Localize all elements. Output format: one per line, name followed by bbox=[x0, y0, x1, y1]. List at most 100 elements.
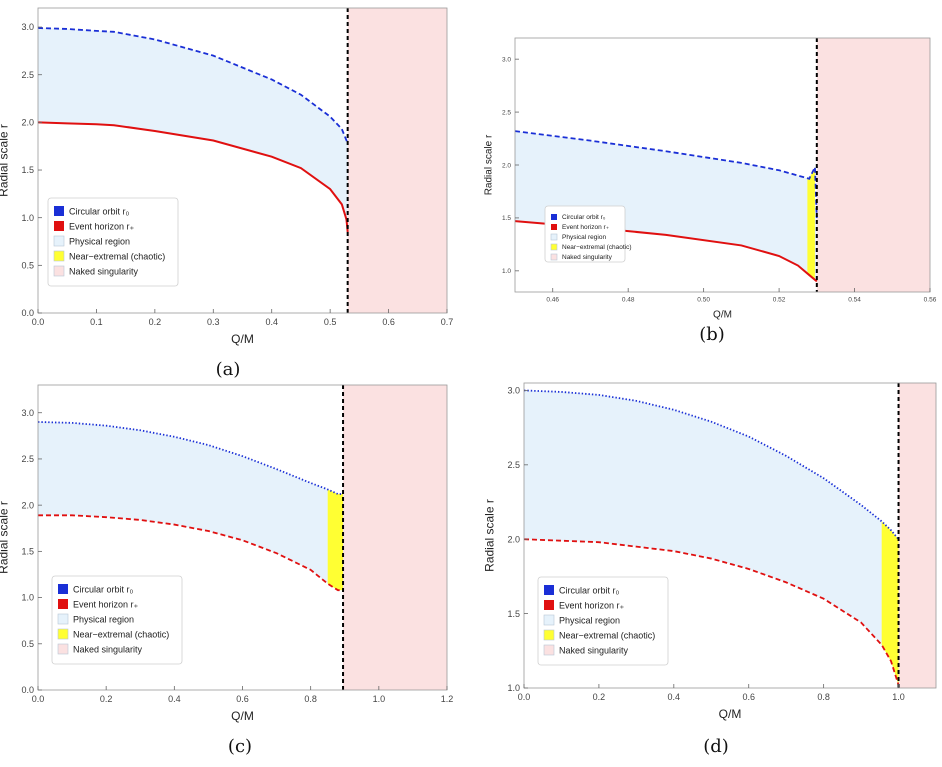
x-tick-label: 0.6 bbox=[742, 692, 755, 702]
y-tick-label: 0.5 bbox=[21, 260, 34, 270]
legend-label: Circular orbit r₀ bbox=[69, 207, 130, 217]
x-tick-label: 0.6 bbox=[236, 694, 249, 704]
legend-swatch bbox=[550, 253, 558, 261]
legend-label: Naked singularity bbox=[73, 645, 143, 655]
y-tick-label: 0.5 bbox=[21, 639, 34, 649]
y-tick-label: 2.0 bbox=[507, 534, 520, 544]
legend-label: Naked singularity bbox=[69, 267, 139, 277]
y-axis-label: Radial scale r bbox=[0, 501, 10, 574]
y-tick-label: 0.0 bbox=[21, 685, 34, 695]
y-tick-label: 1.0 bbox=[21, 213, 34, 223]
y-tick-label: 3.0 bbox=[502, 56, 511, 63]
y-tick-label: 2.5 bbox=[502, 109, 511, 116]
legend-swatch bbox=[54, 206, 64, 216]
naked-singularity-region bbox=[347, 8, 447, 313]
x-tick-label: 0.0 bbox=[32, 317, 45, 327]
legend-box bbox=[47, 197, 179, 287]
legend: Circular orbit r₀ Event horizon r₊ Physica… bbox=[544, 205, 632, 263]
naked-singularity-region bbox=[343, 385, 447, 690]
legend-swatch bbox=[543, 644, 555, 656]
legend-label: Circular orbit r₀ bbox=[559, 586, 620, 596]
legend-label: Physical region bbox=[73, 615, 134, 625]
physical-region bbox=[524, 390, 899, 686]
circular-orbit-curve bbox=[515, 130, 818, 218]
y-tick-label: 1.0 bbox=[21, 593, 34, 603]
y-tick-label: 1.5 bbox=[21, 165, 34, 175]
legend-swatch bbox=[57, 628, 69, 640]
x-axis-label: Q/M bbox=[719, 707, 742, 721]
x-tick-label: 0.2 bbox=[593, 692, 606, 702]
y-tick-label: 1.0 bbox=[502, 268, 511, 275]
y-axis-label: Radial scale r bbox=[484, 134, 495, 195]
x-tick-label: 0.8 bbox=[817, 692, 830, 702]
physical-region bbox=[515, 131, 817, 282]
y-tick-label: 2.0 bbox=[21, 500, 34, 510]
x-tick-label: 0.4 bbox=[668, 692, 681, 702]
x-tick-label: 0.5 bbox=[324, 317, 337, 327]
x-tick-label: 0.56 bbox=[924, 297, 937, 304]
chart-panel-a: 0.0 0.1 0.2 0.3 0.4 0.5 0.6 0.7 0.0 0.5 1.0 1.5 2.0 2… bbox=[0, 7, 454, 380]
legend-label: Event horizon r₊ bbox=[73, 600, 139, 610]
x-tick-label: 0.7 bbox=[441, 317, 454, 327]
legend-label: Naked singularity bbox=[559, 646, 629, 656]
naked-singularity-region bbox=[816, 38, 930, 292]
legend-swatch bbox=[543, 629, 555, 641]
legend-swatch bbox=[58, 584, 68, 594]
legend-swatch bbox=[543, 614, 555, 626]
legend-swatch bbox=[550, 233, 558, 241]
y-tick-label: 3.0 bbox=[507, 386, 520, 396]
panel-caption: (c) bbox=[228, 736, 252, 757]
legend-label: Physical region bbox=[559, 616, 620, 626]
chart-panel-b: 0.46 0.48 0.50 0.52 0.54 0.56 1.0 1.5 2.0 2.5 3.0 Q… bbox=[484, 37, 937, 345]
legend-swatch bbox=[550, 243, 558, 251]
event-horizon-curve bbox=[38, 121, 349, 233]
y-tick-label: 1.5 bbox=[507, 609, 520, 619]
legend-label: Event horizon r₊ bbox=[559, 601, 625, 611]
legend-box bbox=[537, 576, 669, 666]
legend-label: Circular orbit r₀ bbox=[562, 214, 606, 221]
x-tick-label: 0.46 bbox=[546, 297, 559, 304]
legend-label: Circular orbit r₀ bbox=[73, 585, 134, 595]
x-tick-label: 0.8 bbox=[304, 694, 317, 704]
y-axis-label: Radial scale r bbox=[482, 499, 496, 572]
legend-label: Event horizon r₊ bbox=[562, 224, 610, 231]
legend: Circular orbit r₀ Event horizon r₊ Physica… bbox=[51, 575, 183, 665]
panel-caption: (d) bbox=[703, 736, 729, 757]
near-extremal-band bbox=[807, 167, 815, 280]
x-axis-label: Q/M bbox=[231, 332, 254, 346]
x-tick-label: 0.4 bbox=[265, 317, 278, 327]
legend-label: Event horizon r₊ bbox=[69, 222, 135, 232]
x-tick-label: 0.50 bbox=[697, 297, 710, 304]
legend-box bbox=[51, 575, 183, 665]
legend-label: Near−extremal (chaotic) bbox=[559, 631, 655, 641]
legend-swatch bbox=[551, 224, 557, 230]
y-tick-label: 2.5 bbox=[507, 460, 520, 470]
x-tick-label: 0.2 bbox=[149, 317, 162, 327]
x-tick-label: 0.48 bbox=[622, 297, 635, 304]
chart-panel-c: 0.0 0.2 0.4 0.6 0.8 1.0 1.2 0.0 0.5 1.0 1.5 2.0 2.5 3… bbox=[0, 384, 454, 757]
legend-swatch bbox=[58, 599, 68, 609]
y-tick-label: 3.0 bbox=[21, 22, 34, 32]
y-tick-label: 2.0 bbox=[502, 162, 511, 169]
x-tick-label: 0.3 bbox=[207, 317, 220, 327]
x-tick-label: 1.2 bbox=[441, 694, 454, 704]
x-tick-label: 0.1 bbox=[90, 317, 103, 327]
circular-orbit-curve bbox=[38, 421, 344, 495]
x-tick-label: 0.54 bbox=[848, 297, 861, 304]
legend-swatch bbox=[57, 643, 69, 655]
x-tick-label: 0.0 bbox=[518, 692, 531, 702]
y-tick-label: 2.0 bbox=[21, 118, 34, 128]
legend-swatch bbox=[53, 265, 65, 277]
x-tick-label: 1.0 bbox=[892, 692, 905, 702]
legend: Circular orbit r₀ Event horizon r₊ Physica… bbox=[47, 197, 179, 287]
y-tick-label: 1.0 bbox=[507, 683, 520, 693]
legend-swatch bbox=[551, 214, 557, 220]
y-tick-label: 2.5 bbox=[21, 70, 34, 80]
legend-swatch bbox=[544, 585, 554, 595]
legend-swatch bbox=[54, 221, 64, 231]
event-horizon-curve bbox=[524, 538, 900, 686]
plot-frame bbox=[523, 382, 937, 689]
physical-region bbox=[38, 421, 344, 591]
x-axis-label: Q/M bbox=[713, 310, 732, 321]
